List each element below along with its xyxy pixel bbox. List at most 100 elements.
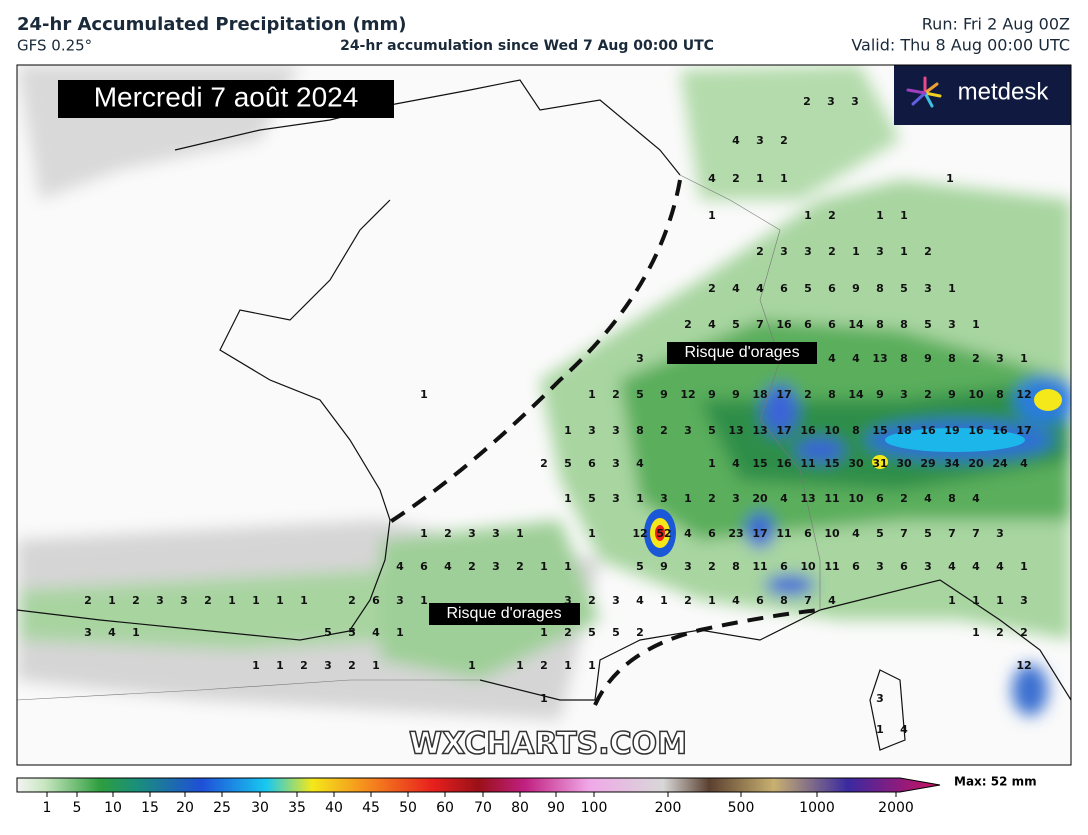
- precip-value: 5: [588, 492, 596, 505]
- precip-value: 4: [636, 457, 644, 470]
- valid: Valid: Thu 8 Aug 00:00 UTC: [851, 36, 1070, 55]
- precip-value: 4: [924, 492, 932, 505]
- precip-value: 4: [948, 560, 956, 573]
- precip-value: 20: [752, 492, 768, 505]
- precip-value: 5: [348, 626, 356, 639]
- precip-value: 1: [564, 492, 572, 505]
- precip-value: 1: [948, 282, 956, 295]
- precip-value: 1: [660, 594, 668, 607]
- precip-value: 3: [900, 388, 908, 401]
- precip-value: 11: [824, 560, 839, 573]
- precip-value: 1: [876, 209, 884, 222]
- precip-value: 5: [732, 318, 740, 331]
- colorbar-tick-label: 1000: [799, 800, 835, 816]
- date-label: Mercredi 7 août 2024: [94, 81, 359, 112]
- precip-value: 9: [948, 388, 956, 401]
- precip-value: 4: [828, 352, 836, 365]
- precip-value: 3: [780, 245, 788, 258]
- precip-value: 15: [824, 457, 839, 470]
- precip-value: 6: [828, 318, 836, 331]
- precip-value: 3: [1020, 594, 1028, 607]
- precip-value: 1: [540, 692, 548, 705]
- precip-value: 2: [972, 352, 980, 365]
- precip-value: 14: [848, 318, 864, 331]
- colorbar-tick-label: 50: [399, 800, 417, 816]
- precip-value: 1: [900, 245, 908, 258]
- colorbar: [16, 777, 941, 793]
- precip-value: 6: [420, 560, 428, 573]
- risk-boundary: [388, 179, 821, 706]
- colorbar-tick-label: 10: [104, 800, 122, 816]
- precip-value: 1: [972, 594, 980, 607]
- precip-value: 6: [780, 560, 788, 573]
- precip-value: 1: [1020, 352, 1028, 365]
- colorbar-tick-label: 90: [547, 800, 565, 816]
- precip-value: 1: [540, 560, 548, 573]
- precip-value: 1: [588, 659, 596, 672]
- precip-value: 2: [828, 209, 836, 222]
- annotation: Risque d'orages: [446, 605, 561, 622]
- precip-value: 3: [324, 659, 332, 672]
- precip-value: 52: [656, 527, 671, 540]
- date-box: [58, 80, 394, 118]
- precip-value: 3: [948, 318, 956, 331]
- precip-value: 4: [1020, 457, 1028, 470]
- precip-value: 1: [564, 560, 572, 573]
- precip-value: 4: [996, 560, 1004, 573]
- precip-value: 8: [876, 318, 884, 331]
- precip-value: 1: [708, 209, 716, 222]
- precip-value: 9: [852, 282, 860, 295]
- precip-value: 3: [851, 95, 859, 108]
- precip-value: 15: [872, 424, 887, 437]
- precip-value: 10: [848, 492, 864, 505]
- precip-value: 4: [828, 594, 836, 607]
- precip-value: 1: [564, 424, 572, 437]
- precip-value: 34: [944, 457, 960, 470]
- precip-value: 3: [564, 594, 572, 607]
- precip-value: 1: [900, 209, 908, 222]
- precip-value: 3: [996, 352, 1004, 365]
- precip-value: 5: [564, 457, 572, 470]
- precip-value: 16: [920, 424, 936, 437]
- annotation: Risque d'orages: [684, 344, 799, 361]
- colorbar-tick-label: 1: [43, 800, 52, 816]
- precip-value: 1: [276, 594, 284, 607]
- precip-value: 8: [852, 424, 860, 437]
- precip-value: 6: [828, 282, 836, 295]
- colorbar-tick-label: 2000: [878, 800, 914, 816]
- precip-value: 16: [800, 424, 816, 437]
- precip-value: 4: [732, 594, 740, 607]
- precip-value: 8: [636, 424, 644, 437]
- precip-value: 5: [804, 282, 812, 295]
- precip-value: 4: [732, 282, 740, 295]
- precip-value: 1: [684, 492, 692, 505]
- precip-value: 2: [348, 659, 356, 672]
- precip-value: 3: [588, 424, 596, 437]
- precip-value: 1: [468, 659, 476, 672]
- precip-value: 1: [804, 209, 812, 222]
- precip-value: 1: [948, 594, 956, 607]
- precip-value: 3: [876, 560, 884, 573]
- precip-value: 5: [708, 424, 716, 437]
- precip-value: 5: [900, 282, 908, 295]
- precip-value: 1: [228, 594, 236, 607]
- precip-value: 6: [900, 560, 908, 573]
- precip-value: 13: [752, 424, 767, 437]
- precip-value: 4: [852, 352, 860, 365]
- precip-value: 16: [968, 424, 984, 437]
- precip-value: 14: [848, 388, 864, 401]
- colorbar-tick-label: 500: [728, 800, 755, 816]
- precip-value: 2: [900, 492, 908, 505]
- map: 2 3 34 3 24 2 1 1 11 1 2 1 12 3 3 2 1 3 1 22 4 4 6 5 6 9 8 5 3 12 4 5 7 1…: [17, 65, 1071, 765]
- precip-value: 7: [948, 527, 956, 540]
- precip-value: 4: [444, 560, 452, 573]
- precip-value: 9: [924, 352, 932, 365]
- precip-value: 8: [996, 388, 1004, 401]
- precip-value: 12: [1016, 659, 1031, 672]
- precip-value: 3: [732, 492, 740, 505]
- precip-value: 6: [588, 457, 596, 470]
- precip-value: 15: [752, 457, 767, 470]
- precip-value: 1: [564, 659, 572, 672]
- colorbar-tick-label: 100: [581, 800, 608, 816]
